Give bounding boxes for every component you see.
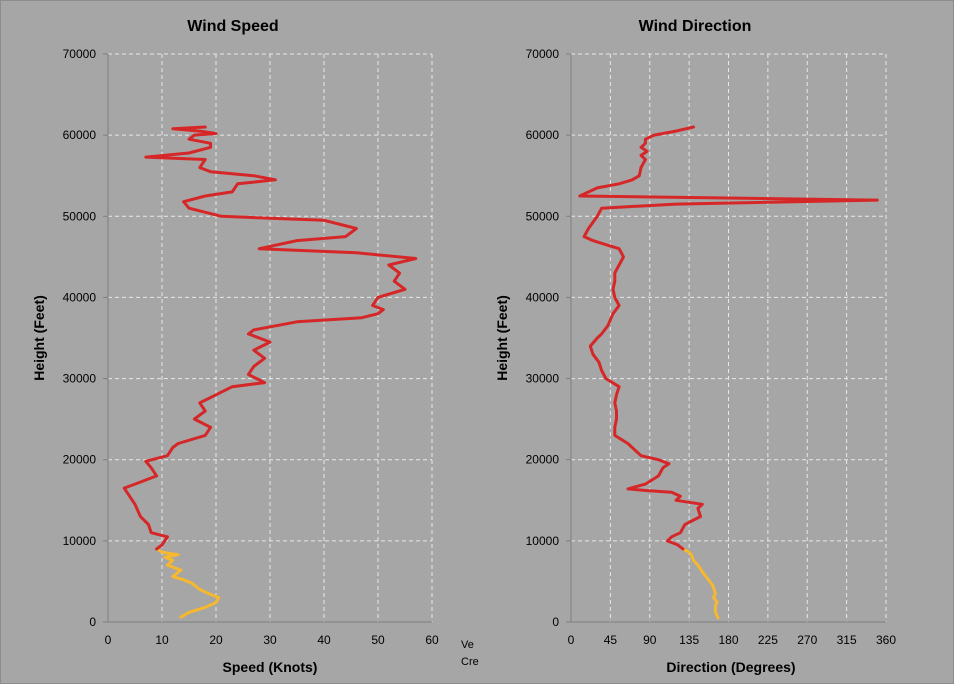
speed-x-axis-label: Speed (Knots) — [223, 659, 318, 675]
direction-y-tick-label: 40000 — [526, 290, 560, 304]
direction-x-tick-label: 360 — [876, 633, 896, 647]
speed-y-tick-label: 50000 — [63, 209, 97, 223]
speed-grid — [103, 53, 433, 623]
speed-y-tick-label: 20000 — [63, 453, 97, 467]
speed-x-tick-label: 30 — [263, 633, 277, 647]
speed-chart-title: Wind Speed — [187, 18, 278, 35]
speed-y-tick-label: 40000 — [63, 290, 97, 304]
stray-text-1: Ve — [461, 639, 474, 651]
direction-x-axis-label: Direction (Degrees) — [666, 659, 795, 675]
speed-low-altitude-line — [155, 547, 221, 619]
speed-y-axis-label: Height (Feet) — [31, 295, 47, 381]
direction-chart-title: Wind Direction — [639, 18, 752, 35]
speed-x-tick-label: 10 — [155, 633, 169, 647]
speed-y-tick-label: 10000 — [63, 534, 97, 548]
direction-y-tick-label: 20000 — [526, 453, 560, 467]
speed-high-altitude-line — [122, 125, 418, 551]
direction-y-tick-label: 30000 — [526, 372, 560, 386]
speed-y-tick-label: 0 — [89, 615, 96, 629]
direction-x-tick-label: 135 — [679, 633, 699, 647]
direction-series — [578, 125, 879, 620]
direction-y-tick-label: 70000 — [526, 47, 560, 61]
direction-ticks: 0 45 90 135 180 225 270 315 360 0 10000 20000 30000 4… — [526, 47, 897, 647]
speed-y-tick-label: 30000 — [63, 372, 97, 386]
direction-x-tick-label: 45 — [604, 633, 618, 647]
direction-y-tick-label: 10000 — [526, 534, 560, 548]
wind-speed-chart: 0 10 20 30 40 50 60 0 10000 20000 30000 40000 50000 6… — [31, 18, 439, 675]
direction-x-tick-label: 270 — [797, 633, 817, 647]
speed-x-tick-label: 0 — [105, 633, 112, 647]
direction-grid — [566, 53, 887, 623]
direction-high-altitude-line — [578, 125, 879, 551]
direction-x-tick-label: 90 — [643, 633, 657, 647]
stray-text-2: Cre — [461, 656, 479, 668]
direction-x-tick-label: 180 — [718, 633, 738, 647]
speed-y-tick-label: 60000 — [63, 128, 97, 142]
direction-x-tick-label: 315 — [837, 633, 857, 647]
speed-series — [122, 125, 418, 619]
speed-x-tick-label: 40 — [317, 633, 331, 647]
direction-x-tick-label: 225 — [758, 633, 778, 647]
speed-y-tick-label: 70000 — [63, 47, 97, 61]
direction-y-axis-label: Height (Feet) — [494, 295, 510, 381]
direction-low-altitude-line — [681, 547, 720, 620]
direction-y-tick-label: 60000 — [526, 128, 560, 142]
speed-x-tick-label: 50 — [371, 633, 385, 647]
direction-y-tick-label: 0 — [552, 615, 559, 629]
speed-x-tick-label: 20 — [209, 633, 223, 647]
speed-x-tick-label: 60 — [425, 633, 439, 647]
wind-direction-chart: 0 45 90 135 180 225 270 315 360 0 10000 20000 30000 4… — [494, 18, 896, 675]
speed-ticks: 0 10 20 30 40 50 60 0 10000 20000 30000 40000 50000 6… — [63, 47, 439, 647]
direction-x-tick-label: 0 — [568, 633, 575, 647]
direction-y-tick-label: 50000 — [526, 209, 560, 223]
